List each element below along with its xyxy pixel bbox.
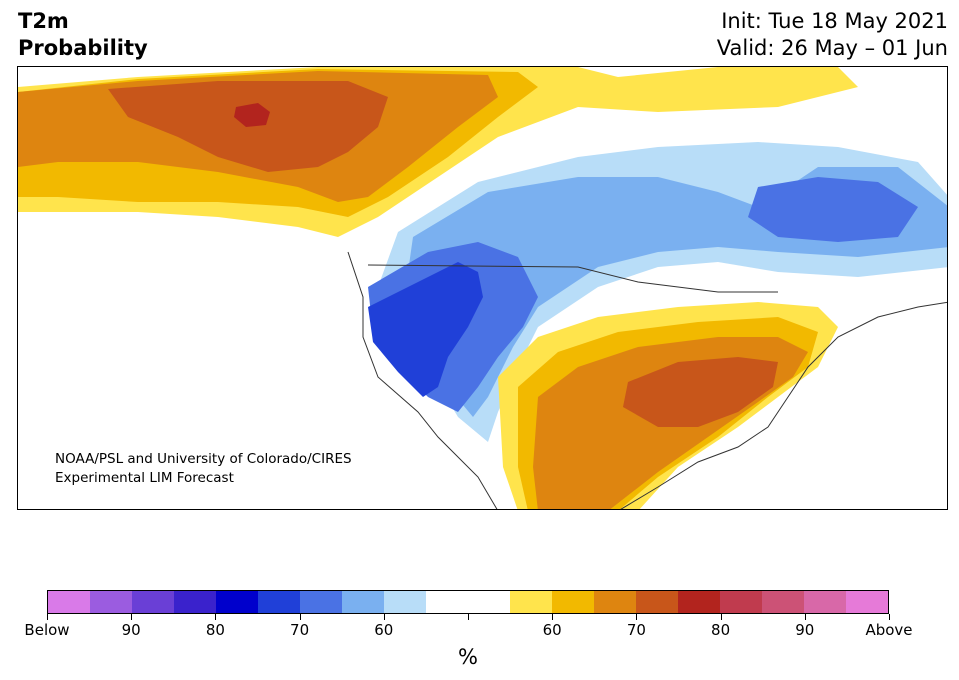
- title-measure: Probability: [18, 36, 148, 60]
- colorbar-tick: [47, 614, 48, 620]
- colorbar-swatch: [258, 591, 300, 613]
- region-below-strong: [368, 262, 483, 397]
- colorbar-tick-label: 70: [626, 621, 646, 639]
- border-us-canada: [367, 264, 778, 293]
- colorbar-tick: [552, 614, 554, 620]
- colorbar-swatch: [174, 591, 216, 613]
- colorbar-swatch: [90, 591, 132, 613]
- colorbar-tick: [636, 614, 638, 620]
- colorbar-swatch: [48, 591, 90, 613]
- title-variable: T2m: [18, 9, 69, 33]
- colorbar-swatch: [720, 591, 762, 613]
- colorbar-tick: [383, 614, 385, 620]
- colorbar-unit: %: [458, 645, 478, 669]
- colorbar-tick-label: 90: [121, 621, 141, 639]
- colorbar-tick: [720, 614, 722, 620]
- colorbar-swatch: [216, 591, 258, 613]
- colorbar-swatch: [510, 591, 552, 613]
- region-below-mid: [368, 177, 918, 412]
- colorbar-tick: [804, 614, 806, 620]
- colorbar-tick-label: Above: [865, 621, 913, 639]
- map-canvas: [18, 67, 947, 509]
- region-east-dark: [623, 357, 778, 427]
- colorbar-swatch: [342, 591, 384, 613]
- colorbar-swatch: [678, 591, 720, 613]
- colorbar-swatch: [594, 591, 636, 613]
- credit-line-2: Experimental LIM Forecast: [55, 470, 234, 486]
- colorbar-tick: [468, 614, 469, 620]
- valid-period: Valid: 26 May – 01 Jun: [716, 36, 948, 60]
- colorbar-tick: [889, 614, 890, 620]
- credit-line-1: NOAA/PSL and University of Colorado/CIRE…: [55, 451, 352, 467]
- colorbar-tick-label: 90: [795, 621, 815, 639]
- colorbar-swatch: [762, 591, 804, 613]
- forecast-dates: Init: Tue 18 May 2021 Valid: 26 May – 01…: [717, 8, 948, 62]
- colorbar-swatch: [552, 591, 594, 613]
- colorbar-tick-label: 80: [205, 621, 225, 639]
- probability-map: NOAA/PSL and University of Colorado/CIRE…: [17, 66, 948, 510]
- colorbar-tick: [299, 614, 301, 620]
- init-date: Init: Tue 18 May 2021: [721, 9, 948, 33]
- colorbar-tick-label: 60: [542, 621, 562, 639]
- colorbar-tick: [131, 614, 133, 620]
- colorbar-swatch: [804, 591, 846, 613]
- colorbar-tick-label: 60: [374, 621, 394, 639]
- colorbar-swatch: [384, 591, 426, 613]
- colorbar: [47, 590, 889, 614]
- region-above-red: [234, 103, 270, 127]
- colorbar-swatch: [846, 591, 888, 613]
- colorbar-swatch: [468, 591, 510, 613]
- colorbar-tick-label: Below: [24, 621, 70, 639]
- colorbar-swatch: [300, 591, 342, 613]
- forecast-credit: NOAA/PSL and University of Colorado/CIRE…: [55, 450, 352, 488]
- coastline: [347, 251, 947, 509]
- colorbar-swatch: [132, 591, 174, 613]
- colorbar-swatch: [426, 591, 468, 613]
- colorbar-tick-label: 70: [290, 621, 310, 639]
- map-title: T2m Probability: [18, 8, 148, 62]
- colorbar-tick: [215, 614, 217, 620]
- colorbar-swatch: [636, 591, 678, 613]
- colorbar-tick-label: 80: [711, 621, 731, 639]
